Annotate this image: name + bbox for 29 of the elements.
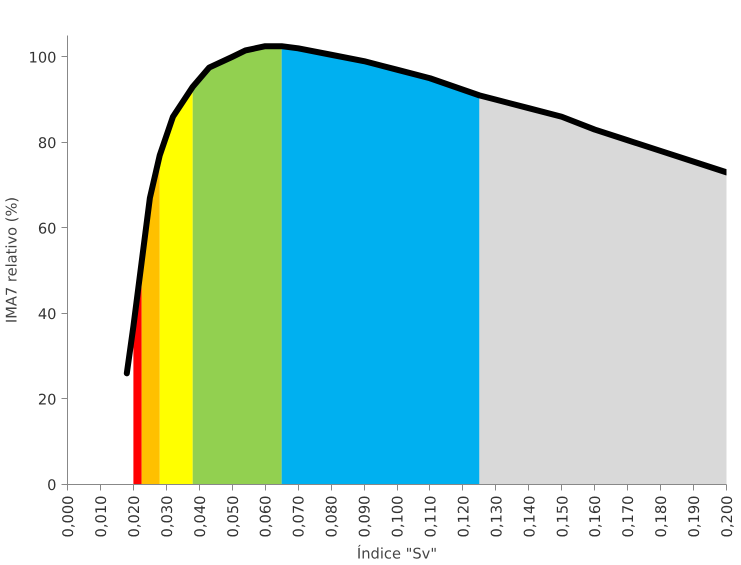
y-tick-label: 100 [28,49,57,66]
x-tick-label: 0,100 [390,495,406,538]
x-tick-label: 0,150 [554,495,572,538]
x-tick-label: 0,190 [686,495,704,538]
y-tick-label: 40 [38,306,57,323]
y-tick-label: 0 [47,477,57,494]
x-axis-title: Índice "Sv" [356,544,438,562]
y-tick-label: 80 [38,134,57,152]
x-tick-label: 0,180 [653,495,670,538]
x-tick-label: 0,080 [324,495,341,538]
x-tick-label: 0,160 [587,495,604,538]
x-tick-label: 0,090 [356,495,374,538]
x-tick-label: 0,060 [258,495,275,538]
x-tick-label: 0,020 [126,495,143,538]
x-tick-label: 0,120 [455,495,472,538]
x-tick-label: 0,050 [224,495,242,538]
x-tick-label: 0,110 [422,495,440,538]
x-tick-label: 0,010 [92,495,110,538]
x-tick-label: 0,070 [290,495,308,538]
y-axis-title: IMA7 relativo (%) [4,196,21,324]
x-tick-label: 0,130 [488,495,506,538]
y-tick-label: 20 [38,391,57,408]
x-tick-label: 0,030 [158,495,176,538]
x-tick-label: 0,040 [192,495,209,538]
x-tick-label: 0,000 [60,495,77,538]
x-tick-label: 0,200 [719,495,736,538]
x-tick-label: 0,170 [620,495,638,538]
x-tick-label: 0,140 [521,495,538,538]
y-tick-label: 60 [38,220,57,238]
